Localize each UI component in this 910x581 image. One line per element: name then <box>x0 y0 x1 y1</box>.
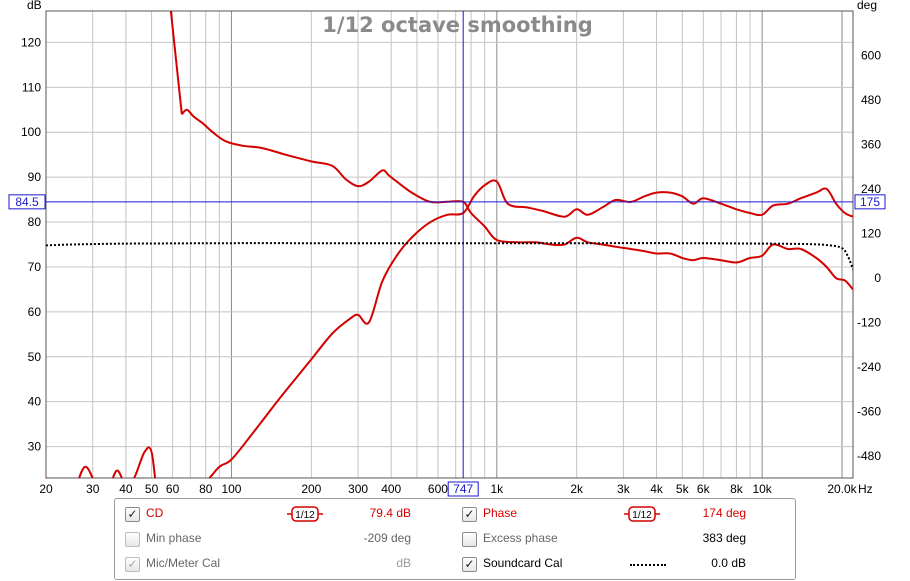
soundcard-cal-checkbox[interactable]: ✓ <box>462 557 477 572</box>
x-tick-label: 10k <box>752 482 772 496</box>
x-tick-label: 100 <box>221 482 241 496</box>
x-tick-label: 4k <box>650 482 664 496</box>
series-line-soundcard-cal <box>46 242 853 270</box>
series-line-cd <box>181 108 853 291</box>
cursor-right-label: 175 <box>860 195 880 209</box>
cursor-left-box <box>8 194 46 210</box>
x-tick-label: 40 <box>119 482 133 496</box>
series-line-phase <box>46 179 853 478</box>
cursor-x-label: 747 <box>453 482 473 496</box>
x-tick-label: 300 <box>348 482 368 496</box>
mic-meter-cal-checkbox[interactable]: ✓ <box>125 557 140 572</box>
x-tick-label: 5k <box>676 482 690 496</box>
cd-smoothing-label: 1/12 <box>295 510 315 521</box>
excess-phase-label: Excess phase <box>483 531 558 545</box>
y-right-tick-label: -240 <box>857 360 881 374</box>
phase-label: Phase <box>483 506 518 520</box>
x-tick-label: 6k <box>697 482 711 496</box>
y-right-tick-label: -360 <box>857 404 881 418</box>
min-phase-checkbox[interactable] <box>125 532 140 547</box>
min-phase-label: Min phase <box>146 531 202 545</box>
y-left-tick-label: 70 <box>28 260 42 274</box>
x-tick-label: 20.0k <box>827 482 857 496</box>
x-tick-label: 200 <box>301 482 321 496</box>
soundcard-cal-line-swatch <box>630 564 666 566</box>
x-tick-label: 50 <box>145 482 159 496</box>
phase-value: 174 deg <box>702 506 746 520</box>
mic-meter-cal-value: dB <box>396 556 411 570</box>
y-right-tick-label: 240 <box>861 182 881 196</box>
y-left-tick-label: 120 <box>21 35 41 49</box>
y-left-tick-label: 110 <box>22 80 41 94</box>
y-right-tick-label: 480 <box>861 93 881 107</box>
y-left-tick-label: 100 <box>21 125 41 139</box>
series-layer <box>46 11 853 478</box>
y-right-tick-label: -120 <box>857 315 881 329</box>
x-tick-label: 600 <box>428 482 448 496</box>
mic-meter-cal-label: Mic/Meter Cal <box>146 556 221 570</box>
phase-smoothing-icon[interactable]: 1/12 <box>624 505 660 523</box>
x-tick-label: 20 <box>39 482 53 496</box>
cursor-left-label: 84.5 <box>15 195 39 209</box>
legend-row-minphase-excess: Min phase -209 deg Excess phase 383 deg <box>115 528 795 550</box>
x-tick-label: 1k <box>490 482 504 496</box>
soundcard-cal-label: Soundcard Cal <box>483 556 563 570</box>
y-right-tick-label: 120 <box>861 226 881 240</box>
frequency-response-chart[interactable]: 1/12 octave smoothing dB deg Hz 30 40 50 60 70 80… <box>0 0 910 498</box>
phase-smoothing-label: 1/12 <box>632 510 652 521</box>
chart-title: 1/12 octave smoothing <box>322 13 593 37</box>
y-left-tick-label: 60 <box>28 305 42 319</box>
y-right-tick-label: 600 <box>861 48 881 62</box>
x-tick-label: 80 <box>199 482 213 496</box>
y-right-tick-label: 360 <box>861 137 881 151</box>
legend-panel: ✓ CD 1/12 79.4 dB ✓ Phase 1/12 174 deg M… <box>114 498 796 580</box>
cd-value: 79.4 dB <box>369 506 411 520</box>
right-axis-unit: deg <box>857 0 877 12</box>
y-left-tick-label: 80 <box>28 215 42 229</box>
left-axis-unit: dB <box>27 0 42 12</box>
x-tick-label: 2k <box>570 482 584 496</box>
cd-smoothing-icon[interactable]: 1/12 <box>287 505 323 523</box>
x-tick-label: 30 <box>86 482 100 496</box>
x-tick-label: 400 <box>381 482 401 496</box>
min-phase-value: -209 deg <box>363 531 411 545</box>
plot-frame <box>45 10 854 479</box>
cd-checkbox[interactable]: ✓ <box>125 507 140 522</box>
cursor-right-box <box>854 194 886 210</box>
soundcard-cal-value: 0.0 dB <box>711 556 746 570</box>
y-left-tick-label: 40 <box>28 395 42 409</box>
cursor-x-box <box>447 481 479 497</box>
x-tick-label: 60 <box>166 482 180 496</box>
legend-row-cal: ✓ Mic/Meter Cal dB ✓ Soundcard Cal 0.0 d… <box>115 553 795 575</box>
y-left-tick-label: 90 <box>28 170 42 184</box>
grid <box>45 11 853 478</box>
y-right-tick-label: 0 <box>874 271 881 285</box>
y-left-tick-label: 50 <box>28 350 42 364</box>
cd-label: CD <box>146 506 164 520</box>
excess-phase-value: 383 deg <box>702 531 746 545</box>
x-tick-label: 8k <box>730 482 744 496</box>
series-line-cd-rise <box>169 11 183 115</box>
legend-row-cd-phase: ✓ CD 1/12 79.4 dB ✓ Phase 1/12 174 deg <box>115 503 795 525</box>
phase-checkbox[interactable]: ✓ <box>462 507 477 522</box>
x-axis-unit: Hz <box>858 482 873 496</box>
x-tick-label: 3k <box>617 482 631 496</box>
y-right-tick-label: -480 <box>857 449 881 463</box>
y-left-tick-label: 30 <box>28 440 42 454</box>
excess-phase-checkbox[interactable] <box>462 532 477 547</box>
